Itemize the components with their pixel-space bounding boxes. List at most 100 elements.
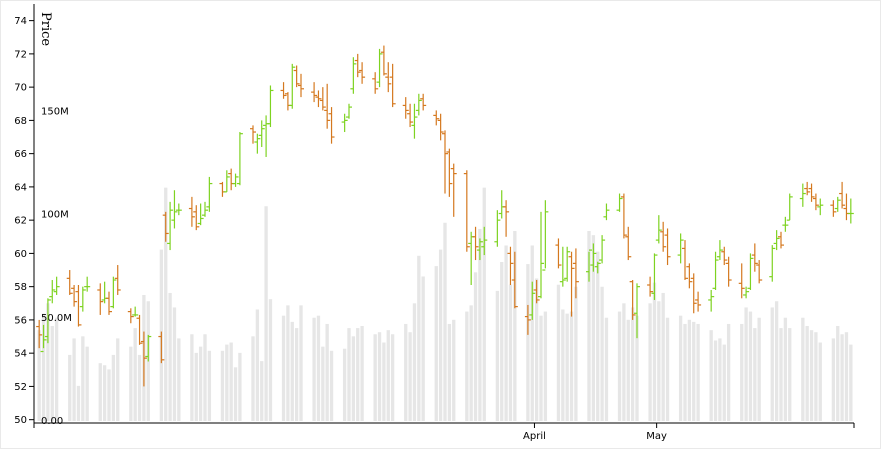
volume-bar [251, 336, 255, 421]
volume-bar [438, 249, 443, 421]
ohlc-bar [507, 246, 514, 285]
y-tick-label: 50 [14, 415, 27, 426]
x-tick-label: May [646, 431, 667, 442]
ohlc-bar [660, 221, 667, 252]
volume-bar [635, 315, 639, 421]
ohlc-bar [442, 130, 448, 194]
ohlc-bar [799, 183, 806, 207]
ohlc-bar [106, 291, 112, 315]
volume-bar [482, 187, 486, 421]
ohlc-bar [476, 238, 483, 261]
volume-tick-label: 150M [41, 106, 69, 117]
ohlc-bar [267, 85, 274, 128]
ohlc-bar [616, 193, 623, 212]
volume-bar [648, 303, 652, 421]
volume-bar [478, 228, 482, 421]
ohlc-bar [538, 211, 544, 299]
ohlc-bar [250, 125, 256, 144]
volume-bar [836, 326, 840, 421]
ohlc-bar [450, 163, 457, 217]
ohlc-bar [847, 198, 854, 224]
ohlc-bar [629, 280, 636, 320]
volume-bar [801, 317, 805, 421]
y-tick-label: 66 [14, 149, 27, 160]
ohlc-bar [503, 200, 510, 237]
ohlc-bar [712, 251, 719, 290]
volume-bar [421, 276, 425, 421]
volume-bar [534, 278, 539, 421]
volume-bar [116, 338, 120, 421]
ohlc-bar [197, 203, 204, 226]
volume-bar [622, 303, 626, 421]
volume-bar [198, 346, 203, 421]
ohlc-bar [682, 240, 688, 281]
volume-tick-label: 0.00 [41, 416, 63, 427]
ohlc-bar [721, 246, 728, 266]
volume-bar [386, 330, 390, 421]
volume-bar [473, 272, 478, 421]
y-tick-label: 72 [14, 49, 27, 60]
volume-bar [818, 342, 822, 421]
y-tick-label: 68 [14, 116, 27, 127]
volume-bar [290, 321, 294, 421]
volume-bar [726, 323, 731, 421]
ohlc-bar [114, 265, 121, 295]
volume-bar [76, 385, 81, 421]
ohlc-bar [415, 93, 422, 116]
volume-bar [678, 315, 683, 421]
ohlc-bar [708, 289, 715, 312]
volume-bar [207, 350, 212, 421]
ohlc-bar [808, 183, 815, 202]
volume-bar [286, 305, 290, 421]
ohlc-bar [167, 201, 174, 251]
ohlc-bar [40, 324, 47, 353]
ohlc-bar [188, 196, 195, 227]
ohlc-bar [311, 82, 318, 103]
volume-bar [840, 334, 844, 421]
volume-bar [50, 326, 54, 421]
ohlc-bar [158, 331, 165, 364]
volume-bar [294, 328, 299, 421]
volume-bar [54, 317, 59, 421]
ohlc-bar [44, 298, 51, 344]
ohlc-bar [223, 170, 230, 193]
volume-bar [687, 319, 692, 421]
volume-bar [137, 354, 142, 421]
volume-bar [508, 284, 513, 421]
ohlc-bar [756, 260, 763, 284]
volume-bar [229, 342, 233, 421]
ohlc-bar [568, 251, 575, 317]
ohlc-bar [328, 107, 335, 144]
ohlc-bar [725, 256, 732, 287]
y-tick-label: 62 [14, 216, 27, 227]
ohlc-bar [84, 276, 91, 292]
volume-bar [661, 292, 665, 421]
ohlc-bar [376, 48, 383, 88]
ohlc-bar [634, 283, 640, 339]
volume-bar [46, 303, 50, 421]
volume-bar [696, 323, 700, 421]
y-tick-label: 56 [14, 315, 27, 326]
ohlc-bar [319, 87, 326, 111]
ohlc-bar [695, 291, 702, 312]
ohlc-bar [53, 276, 60, 295]
volume-bar [194, 352, 198, 422]
ohlc-bar [350, 57, 357, 94]
ohlc-bar [446, 148, 453, 197]
volume-bar [177, 338, 181, 421]
volume-bar [347, 328, 351, 421]
ohlc-bar [533, 280, 540, 304]
volume-bar [351, 336, 356, 421]
volume-bar [329, 350, 334, 421]
ohlc-bar [136, 314, 143, 345]
ohlc-bar [481, 226, 488, 256]
ohlc-bar [625, 226, 632, 261]
volume-bar [626, 319, 630, 421]
ohlc-bar [751, 243, 758, 272]
y-tick-label: 74 [14, 16, 27, 27]
ohlc-bar [511, 251, 518, 309]
ohlc-bar [411, 103, 418, 139]
volume-bar [203, 334, 207, 421]
volume-bar [447, 323, 452, 421]
volume-bar [412, 303, 417, 421]
